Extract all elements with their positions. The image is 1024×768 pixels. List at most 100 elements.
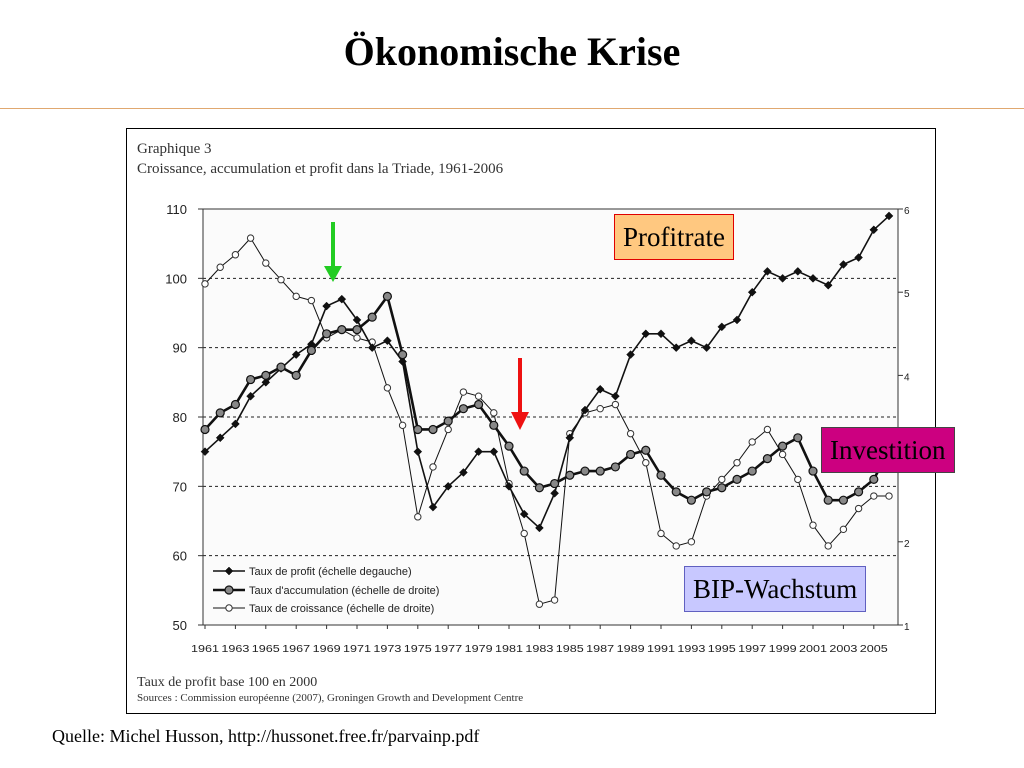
growth-series-point — [414, 513, 422, 521]
accumulation-series-point — [413, 424, 423, 435]
profit-series-point — [489, 447, 499, 457]
y-left-tick-label: 110 — [166, 202, 187, 217]
accumulation-series-point — [458, 404, 468, 414]
y-right-tick-label: 1 — [904, 622, 910, 633]
growth-series-point — [870, 492, 878, 500]
accumulation-series-point — [367, 312, 377, 322]
accumulation-series-point — [869, 474, 879, 484]
x-tick-label: 1983 — [525, 644, 554, 655]
growth-series-point — [748, 438, 756, 446]
growth-series-point — [626, 429, 635, 438]
x-tick-label: 1977 — [434, 644, 463, 655]
accumulation-series-point — [747, 466, 757, 476]
callout-investition: Investition — [821, 427, 955, 473]
accumulation-series-line — [204, 295, 891, 502]
profit-series-point — [337, 294, 347, 304]
x-tick-label: 1993 — [677, 644, 706, 655]
growth-series-point — [687, 538, 696, 546]
x-tick-label: 1969 — [313, 644, 342, 655]
growth-series-point — [611, 400, 620, 409]
legend-label: Taux d'accumulation (échelle de droite) — [249, 585, 439, 597]
accumulation-series-point — [276, 362, 286, 372]
accumulation-series-point — [474, 399, 484, 410]
x-tick-label: 1995 — [708, 644, 737, 655]
profit-series-point — [322, 301, 331, 311]
accumulation-series-point — [686, 495, 697, 505]
profit-series-point — [778, 273, 787, 283]
profit-series-point — [869, 225, 879, 235]
accumulation-series-point — [808, 466, 818, 476]
x-tick-label: 1961 — [191, 644, 220, 655]
accumulation-series-point — [777, 441, 788, 451]
growth-series-point — [794, 475, 802, 484]
accumulation-series-point — [565, 470, 575, 480]
y-left-tick-label: 100 — [165, 271, 187, 286]
profit-series-point — [793, 267, 803, 276]
x-tick-label: 1985 — [556, 644, 585, 655]
growth-series-point — [733, 459, 741, 467]
x-tick-label: 2005 — [860, 644, 889, 655]
accumulation-series-point — [656, 470, 666, 480]
growth-series-point — [398, 421, 407, 430]
line-chart: 5060708090100110123456196119631965196719… — [165, 202, 910, 655]
growth-series-point — [490, 409, 498, 417]
growth-series-point — [885, 492, 893, 500]
profit-series-point — [200, 447, 210, 457]
accumulation-series-point — [428, 424, 438, 435]
profit-series-point — [459, 468, 468, 477]
profit-series-point — [717, 322, 727, 332]
accumulation-series-point — [352, 325, 362, 335]
y-left-tick-label: 70 — [173, 479, 187, 494]
y-right-tick-label: 2 — [904, 539, 910, 550]
x-tick-label: 2003 — [829, 644, 858, 655]
profit-series-point — [504, 481, 514, 491]
x-tick-label: 1971 — [343, 644, 372, 655]
chart-figure: Graphique 3 Croissance, accumulation et … — [126, 128, 936, 714]
growth-series-point — [231, 251, 240, 259]
growth-series-point — [277, 276, 285, 284]
profit-series-point — [535, 523, 544, 533]
x-tick-label: 1981 — [495, 644, 524, 655]
profit-series-point — [565, 433, 575, 443]
accumulation-series-point — [793, 433, 803, 443]
profit-series-point — [261, 377, 271, 387]
accumulation-series-point — [215, 408, 225, 418]
profit-series-point — [443, 481, 453, 491]
legend-label: Taux de profit (échelle degauche) — [249, 566, 412, 578]
profit-series-point — [854, 253, 863, 262]
accumulation-series-point — [337, 325, 347, 335]
profit-series-point — [352, 315, 362, 325]
legend-growth-series-point — [225, 604, 233, 612]
growth-series-point — [383, 384, 392, 392]
profit-series-point — [413, 447, 423, 457]
growth-series-point — [596, 404, 604, 413]
profit-series-point — [215, 433, 225, 443]
profit-series-point — [671, 343, 681, 353]
y-right-tick-label: 4 — [904, 372, 910, 383]
accumulation-series-point — [853, 487, 864, 497]
growth-series-point — [642, 459, 650, 467]
profit-series-point — [246, 391, 255, 401]
y-right-tick-label: 6 — [904, 206, 910, 217]
profit-series-point — [656, 329, 666, 339]
accumulation-series-point — [230, 399, 241, 410]
callout-profitrate: Profitrate — [614, 214, 734, 260]
x-tick-label: 1999 — [769, 644, 798, 655]
accumulation-series-point — [595, 466, 605, 476]
profit-series-point — [428, 502, 438, 512]
growth-series-point — [307, 296, 316, 305]
accumulation-series-point — [580, 466, 590, 476]
accumulation-series-point — [701, 487, 712, 497]
profit-series-point — [702, 343, 711, 353]
accumulation-series-point — [717, 483, 727, 493]
profit-series-point — [884, 211, 894, 221]
accumulation-series-point — [823, 495, 833, 505]
accumulation-series-point — [200, 424, 210, 435]
growth-series-point — [657, 529, 665, 538]
accumulation-series-point — [261, 370, 271, 380]
accumulation-series-point — [671, 487, 681, 497]
accumulation-series-point — [550, 478, 560, 489]
source-citation: Quelle: Michel Husson, http://hussonet.f… — [52, 726, 480, 746]
y-left-tick-label: 50 — [173, 618, 187, 633]
profit-series-point — [580, 405, 590, 415]
